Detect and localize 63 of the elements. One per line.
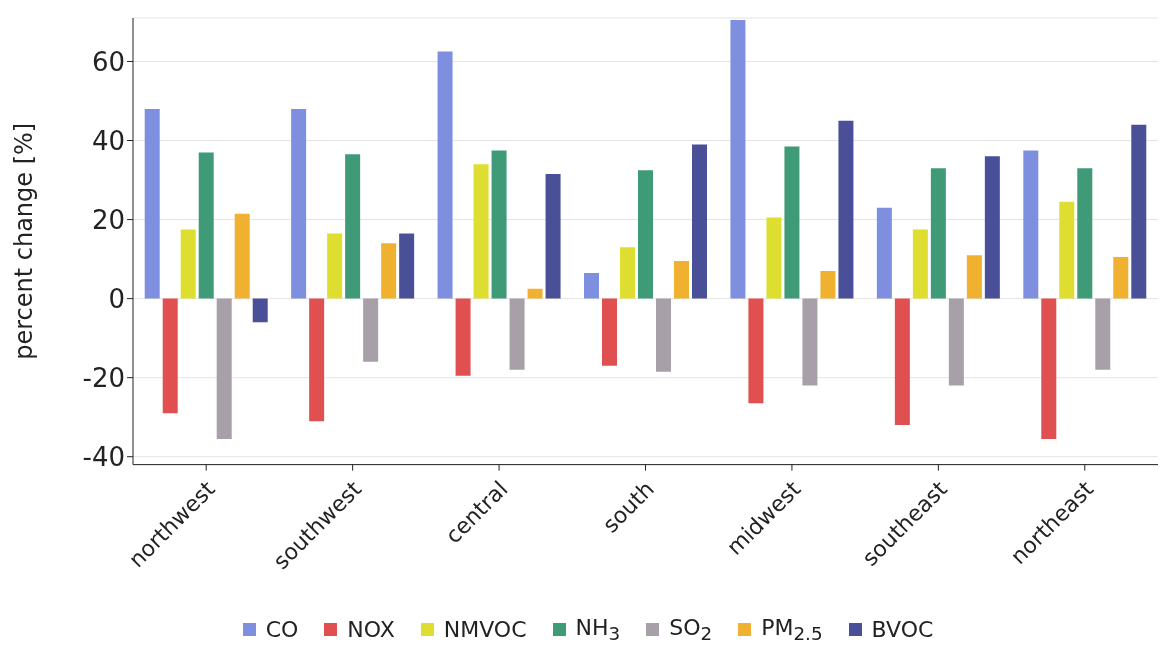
- bar: [345, 154, 361, 299]
- legend-label: BVOC: [871, 616, 934, 642]
- bar: [876, 207, 892, 299]
- bar: [473, 164, 489, 299]
- bar: [180, 229, 196, 299]
- bar: [948, 298, 964, 386]
- bar: [748, 298, 764, 404]
- bar: [930, 168, 946, 299]
- legend-label: CO: [265, 616, 299, 642]
- bar: [730, 19, 746, 299]
- y-tick-label: 60: [91, 46, 125, 77]
- y-tick-label: -40: [82, 441, 125, 472]
- bar: [162, 298, 178, 414]
- bar: [784, 146, 800, 299]
- bar: [984, 156, 1000, 299]
- bar: [252, 298, 268, 323]
- bar: [674, 261, 689, 299]
- bar: [602, 298, 617, 366]
- legend-label: SO$_{2}$: [669, 614, 713, 644]
- bar: [1041, 298, 1057, 439]
- legend-label: NMVOC: [443, 616, 527, 642]
- bar: [381, 243, 397, 299]
- y-tick-label: 0: [108, 283, 125, 314]
- bar: [1059, 201, 1075, 299]
- bar: [692, 144, 707, 299]
- bar: [638, 170, 653, 299]
- bar: [545, 174, 561, 299]
- bar: [912, 229, 928, 299]
- bar: [820, 270, 836, 299]
- bar: [584, 272, 599, 299]
- bar: [144, 108, 160, 299]
- bar: [399, 233, 415, 299]
- bar: [491, 150, 507, 299]
- bar: [620, 247, 635, 299]
- bar: [216, 298, 232, 439]
- bar: [234, 213, 250, 299]
- bar: [527, 288, 543, 299]
- bar: [291, 108, 307, 299]
- bar: [802, 298, 818, 386]
- bar: [894, 298, 910, 426]
- legend-label: NOX: [347, 616, 395, 642]
- bar: [1077, 168, 1093, 299]
- legend-label: PM$_{2.5}$: [761, 614, 823, 644]
- bar: [509, 298, 525, 370]
- bar: [1113, 257, 1129, 299]
- bar: [455, 298, 471, 376]
- bar: [966, 255, 982, 299]
- bar: [309, 298, 325, 422]
- bar: [1131, 124, 1147, 299]
- y-tick-label: -20: [82, 362, 125, 393]
- bar: [1095, 298, 1111, 370]
- legend-label: NH$_{3}$: [575, 614, 621, 644]
- bar: [437, 51, 453, 299]
- bar: [327, 233, 343, 299]
- bar: [838, 120, 854, 299]
- bar: [363, 298, 379, 362]
- bar: [656, 298, 671, 372]
- y-axis-title: percent change [%]: [9, 122, 38, 360]
- bar: [766, 217, 782, 299]
- y-tick-label: 40: [91, 125, 125, 156]
- y-tick-label: 20: [91, 204, 125, 235]
- bar: [198, 152, 214, 299]
- bar: [1023, 150, 1039, 299]
